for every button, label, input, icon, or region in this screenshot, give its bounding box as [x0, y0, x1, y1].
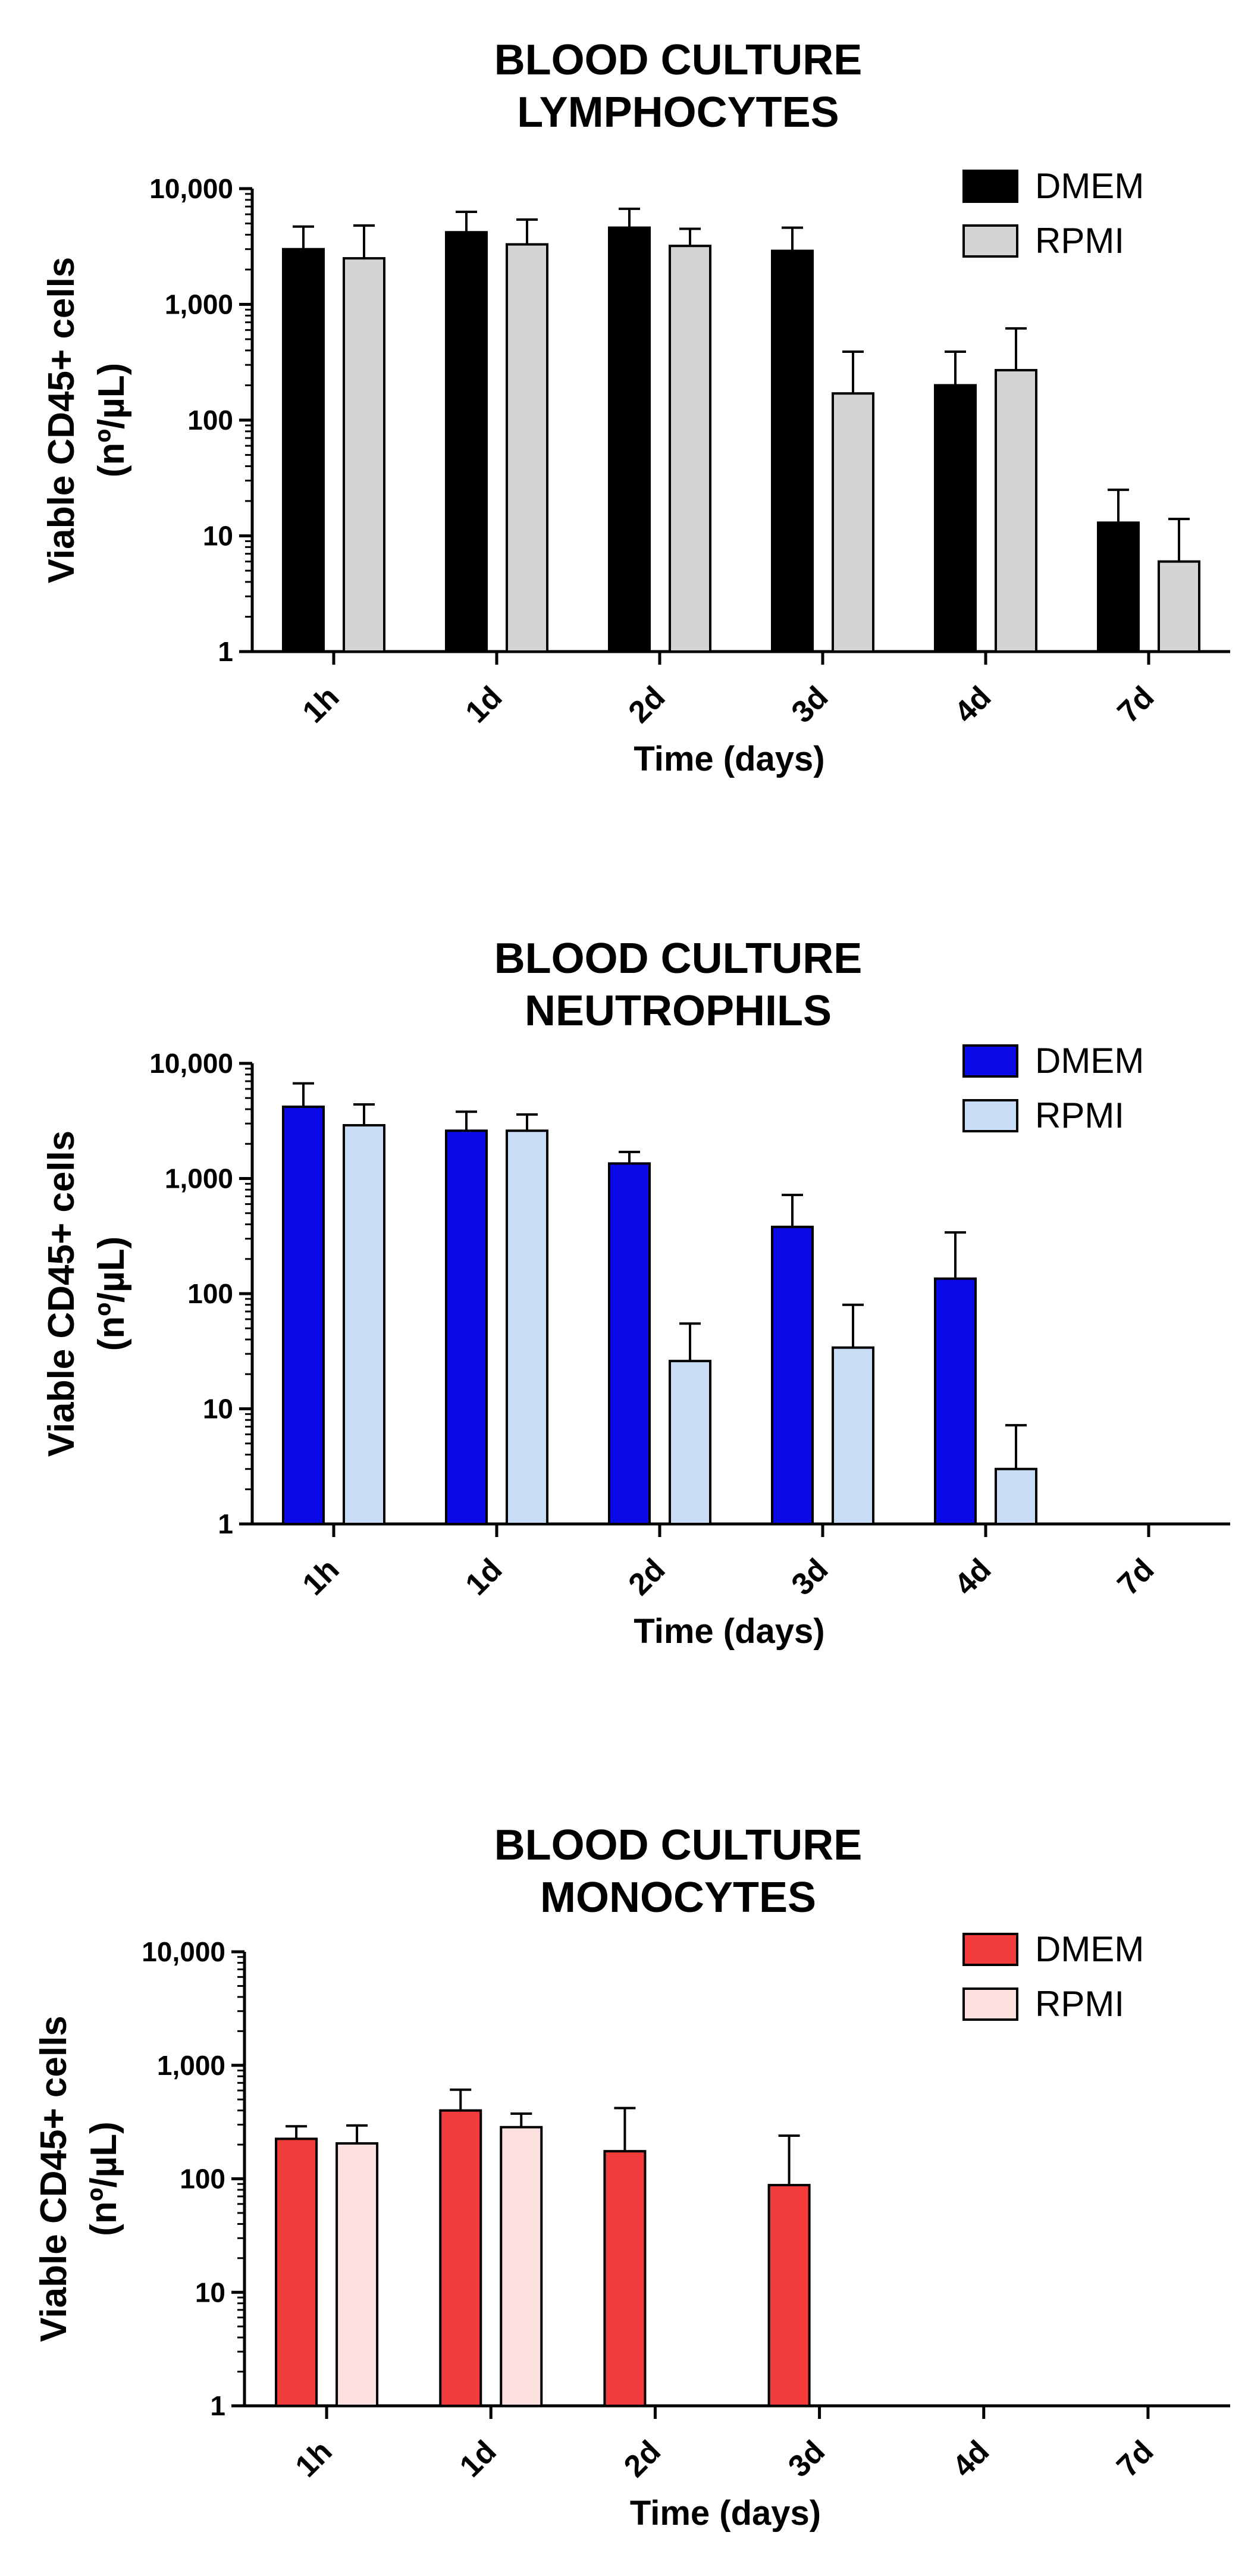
y-tick-label: 10,000	[142, 1936, 225, 1967]
bar-rpmi	[506, 1129, 548, 1525]
x-tick-label: 1h	[296, 1552, 346, 1602]
bar-dmem	[608, 226, 651, 653]
y-axis-label: Viable CD45+ cells (nº/µL)	[41, 1131, 132, 1457]
bar-dmem	[445, 1129, 488, 1525]
bar-rpmi	[995, 369, 1037, 653]
y-axis-label: Viable CD45+ cells (nº/µL)	[41, 257, 132, 584]
bar-rpmi	[669, 1360, 711, 1525]
x-tick-label: 3d	[785, 680, 835, 730]
x-tick-label: 4d	[948, 680, 998, 730]
y-tick-label: 10	[203, 1394, 233, 1425]
bar-rpmi	[669, 245, 711, 653]
y-tick-label: 1	[218, 636, 233, 667]
bar-dmem	[275, 2137, 318, 2408]
bar-rpmi	[335, 2142, 379, 2407]
legend-label-rpmi: RPMI	[1035, 221, 1124, 261]
legend-swatch-rpmi	[962, 1987, 1018, 2021]
legend-label-dmem: DMEM	[1035, 166, 1144, 206]
bar-dmem	[439, 2109, 482, 2407]
chart-title-line-2: LYMPHOCYTES	[517, 89, 839, 136]
bar-rpmi	[343, 1124, 385, 1525]
y-axis-label-line-1: Viable CD45+ cells	[33, 2015, 74, 2342]
legend-swatch-rpmi	[962, 1099, 1018, 1132]
bar-dmem	[608, 1162, 651, 1525]
chart-title-line-1: BLOOD CULTURE	[494, 935, 863, 982]
y-tick-label: 1,000	[165, 289, 233, 320]
x-tick-label: 7d	[1110, 2434, 1160, 2484]
y-tick-label: 10,000	[149, 1048, 233, 1079]
y-axis-label-line-2: (nº/µL)	[83, 2121, 124, 2236]
bar-dmem	[771, 1225, 814, 1525]
x-axis-label: Time (days)	[630, 2494, 821, 2533]
x-tick-label: 1d	[459, 1552, 509, 1602]
x-tick-label: 3d	[785, 1552, 835, 1602]
chart-panel-2: BLOOD CULTURE NEUTROPHILS Viable CD45+ cel…	[41, 935, 1230, 1651]
x-tick-label: 1d	[453, 2434, 503, 2484]
x-tick-label: 7d	[1111, 680, 1161, 730]
legend-swatch-dmem	[962, 1044, 1018, 1078]
chart-panel-1: BLOOD CULTURE LYMPHOCYTES Viable CD45+ cel…	[41, 36, 1230, 778]
y-tick-label: 1	[218, 1508, 233, 1539]
bar-rpmi	[995, 1467, 1037, 1525]
x-axis-label: Time (days)	[634, 1612, 824, 1651]
bar-rpmi	[343, 257, 385, 653]
x-tick-label: 1h	[296, 680, 346, 730]
legend-label-rpmi: RPMI	[1035, 1984, 1124, 2024]
legend-swatch-dmem	[962, 1933, 1018, 1966]
chart-title-line-2: MONOCYTES	[540, 1874, 816, 1921]
y-tick-label: 10,000	[149, 173, 233, 204]
x-tick-label: 4d	[948, 1552, 998, 1602]
bar-dmem	[282, 1105, 325, 1525]
bar-dmem	[603, 2150, 647, 2407]
chart-panel-3: BLOOD CULTURE MONOCYTES Viable CD45+ cells…	[33, 1821, 1230, 2533]
x-tick-label: 4d	[946, 2434, 996, 2484]
legend-swatch-dmem	[962, 170, 1018, 203]
chart-title-line-2: NEUTROPHILS	[525, 987, 832, 1035]
x-tick-label: 2d	[622, 680, 672, 730]
y-tick-label: 1	[210, 2390, 225, 2421]
chart-title-line-1: BLOOD CULTURE	[494, 1821, 863, 1869]
bar-rpmi	[832, 1346, 874, 1526]
legend-label-dmem: DMEM	[1035, 1041, 1144, 1081]
bar-dmem	[771, 249, 814, 653]
bar-dmem	[934, 1277, 977, 1526]
y-axis-label-line-1: Viable CD45+ cells	[41, 257, 82, 584]
y-tick-label: 10	[203, 521, 233, 552]
bar-dmem	[445, 231, 488, 653]
x-tick-label: 2d	[617, 2434, 667, 2484]
y-axis-label-line-2: (nº/µL)	[91, 1237, 132, 1351]
y-tick-label: 1,000	[165, 1163, 233, 1194]
chart-title-line-1: BLOOD CULTURE	[494, 36, 863, 84]
bar-dmem	[1097, 521, 1140, 653]
x-tick-label: 3d	[782, 2434, 832, 2484]
bar-dmem	[934, 384, 977, 653]
y-tick-label: 10	[195, 2277, 225, 2308]
bar-rpmi	[506, 243, 548, 653]
bar-rpmi	[1158, 560, 1200, 653]
bar-rpmi	[500, 2126, 543, 2407]
bar-rpmi	[832, 392, 874, 653]
y-axis-label-line-2: (nº/µL)	[91, 363, 132, 478]
y-tick-label: 100	[187, 405, 233, 436]
x-tick-label: 2d	[622, 1552, 672, 1602]
x-axis-label: Time (days)	[634, 740, 824, 778]
y-tick-label: 1,000	[157, 2050, 225, 2081]
legend-swatch-rpmi	[962, 224, 1018, 258]
y-tick-label: 100	[180, 2164, 225, 2195]
bar-dmem	[282, 248, 325, 653]
x-tick-label: 1h	[289, 2434, 339, 2484]
legend-label-rpmi: RPMI	[1035, 1095, 1124, 1135]
y-axis-label: Viable CD45+ cells (nº/µL)	[33, 2015, 124, 2342]
legend-label-dmem: DMEM	[1035, 1929, 1144, 1969]
bar-dmem	[767, 2184, 811, 2407]
x-tick-label: 1d	[459, 680, 509, 730]
y-axis-label-line-1: Viable CD45+ cells	[41, 1131, 82, 1457]
y-tick-label: 100	[187, 1278, 233, 1309]
x-tick-label: 7d	[1111, 1552, 1161, 1602]
